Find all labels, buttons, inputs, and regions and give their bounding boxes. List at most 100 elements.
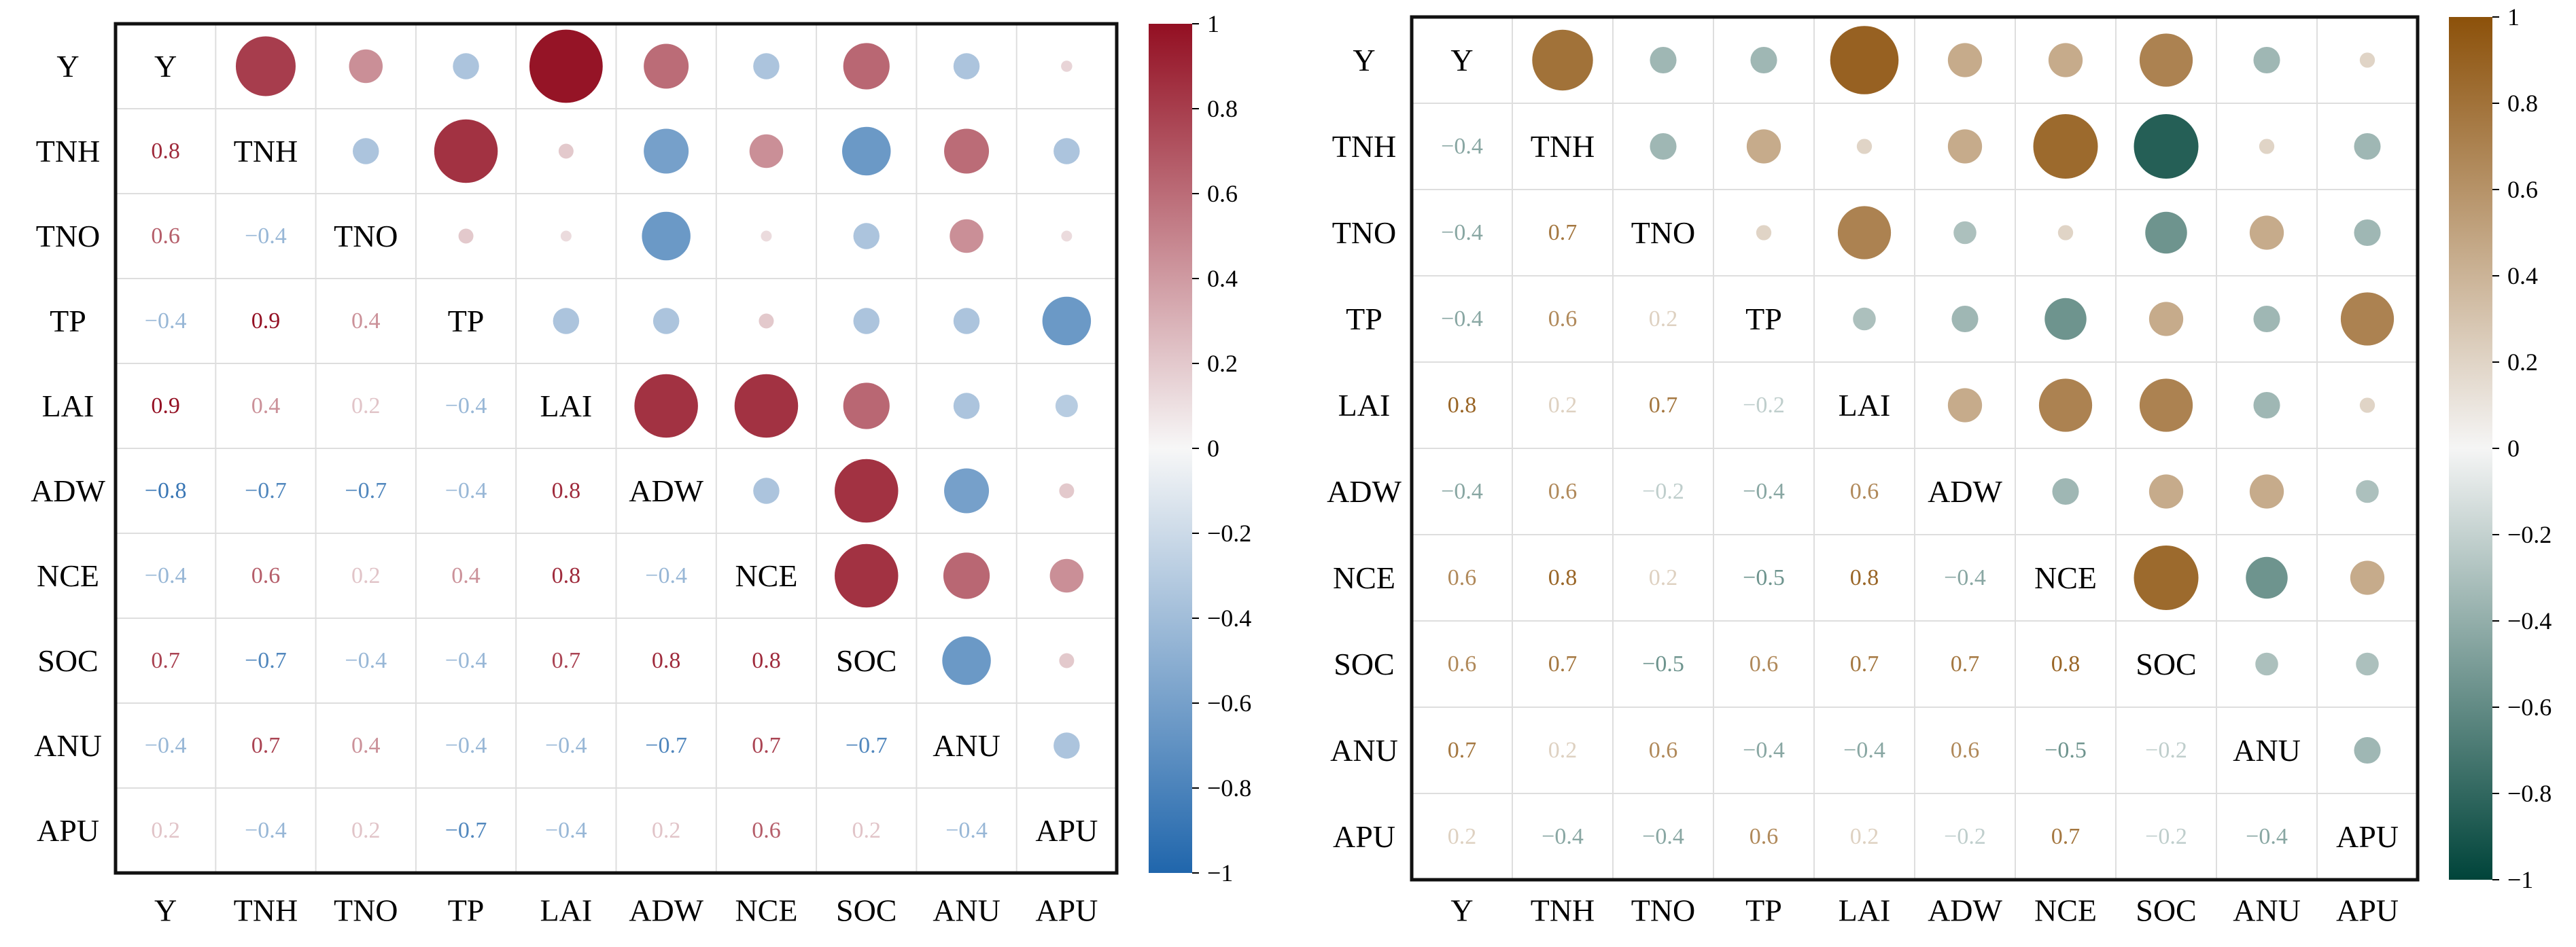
correlation-value: 0.7 [1448, 738, 1477, 763]
correlation-value: 0.2 [1548, 393, 1578, 418]
colorbar-tick-label: −1 [1207, 859, 1233, 887]
diagonal-label: TNH [1531, 129, 1595, 164]
correlation-circle [2145, 211, 2187, 254]
correlation-circle [2134, 546, 2199, 610]
correlation-circle [1947, 129, 1983, 164]
x-tick-label: NCE [2034, 893, 2097, 928]
correlation-circle [642, 211, 691, 261]
correlation-value: 0.9 [251, 308, 281, 334]
correlation-circle [2246, 556, 2288, 599]
correlation-circle [2354, 219, 2381, 247]
colorbar-tick-label: −0.8 [1207, 774, 1251, 802]
correlation-circle [753, 478, 780, 504]
correlation-value: −0.2 [2145, 738, 2187, 763]
correlation-value: 0.6 [1750, 824, 1779, 849]
correlation-value: −0.5 [1743, 565, 1785, 590]
diagonal-label: TNO [1631, 215, 1696, 250]
y-tick-label: TNH [36, 134, 101, 168]
correlation-circle [2340, 292, 2395, 346]
diagonal-label: Y [154, 49, 177, 84]
correlation-value: −0.5 [2044, 738, 2087, 763]
correlation-value: 0.2 [852, 818, 882, 843]
x-tick-label: TNO [334, 893, 398, 928]
correlation-value: 0.4 [351, 308, 381, 334]
diagonal-label: LAI [540, 389, 593, 423]
correlation-value: 0.2 [1548, 738, 1578, 763]
diagonal-label: APU [2336, 819, 2399, 854]
colorbar-tick-label: 0.2 [2507, 349, 2538, 376]
correlation-value: 0.6 [151, 224, 180, 249]
correlation-circle [2249, 474, 2284, 509]
colorbar-tick-label: −0.4 [2507, 607, 2552, 635]
correlation-value: 0.8 [552, 563, 581, 588]
correlation-value: 0.8 [1850, 565, 1879, 590]
correlation-value: −0.7 [445, 818, 487, 843]
diagonal-label: TNH [234, 134, 298, 168]
correlation-circle [759, 313, 774, 329]
colorbar-tick-label: −0.2 [1207, 520, 1251, 547]
correlation-value: −0.7 [645, 733, 687, 758]
correlation-value: −0.4 [1843, 738, 1885, 763]
x-tick-label: ADW [1928, 893, 2002, 928]
correlation-circle [1953, 221, 1977, 245]
correlation-value: −0.2 [2145, 824, 2187, 849]
correlation-value: 0.6 [1649, 738, 1678, 763]
correlation-circle [1059, 653, 1075, 668]
correlation-value: −0.7 [245, 648, 287, 673]
x-tick-label: TNH [234, 893, 298, 928]
correlation-circle [843, 43, 890, 90]
y-tick-label: SOC [37, 643, 98, 678]
y-tick-label: NCE [1333, 560, 1395, 595]
correlation-value: −0.4 [245, 818, 287, 843]
correlation-circle [953, 53, 980, 79]
correlation-value: −0.4 [1441, 134, 1483, 159]
correlation-value: 0.4 [451, 563, 481, 588]
correlation-circle [749, 134, 784, 168]
colorbar-tick-label: −1 [2507, 866, 2533, 893]
x-tick-label: NCE [735, 893, 797, 928]
colorbar-tick-label: 1 [2507, 3, 2520, 31]
correlation-circle [644, 128, 689, 174]
x-tick-label: SOC [836, 893, 897, 928]
colorbar-tick-label: 0.4 [2507, 262, 2538, 289]
colorbar [1149, 24, 1192, 873]
correlation-circle [1061, 60, 1073, 72]
x-tick-label: ANU [933, 893, 1000, 928]
correlation-circle [2148, 302, 2184, 336]
correlation-circle [353, 138, 379, 164]
diagonal-label: Y [1450, 43, 1473, 77]
correlation-circle [1532, 29, 1593, 91]
correlation-circle [853, 308, 880, 334]
colorbar-tick-label: −0.2 [2507, 521, 2552, 548]
correlation-value: −0.4 [1441, 306, 1483, 332]
correlation-circle [1055, 395, 1078, 417]
correlation-circle [1054, 138, 1080, 164]
y-tick-label: TP [1346, 302, 1382, 336]
correlation-circle [944, 128, 990, 174]
correlation-circle [761, 230, 772, 242]
correlation-value: −0.4 [445, 478, 487, 503]
correlation-circle [2249, 215, 2284, 250]
diagonal-label: NCE [735, 558, 797, 593]
correlation-value: 0.7 [1850, 651, 1879, 677]
correlation-value: 0.4 [251, 393, 281, 418]
correlation-circle [1830, 26, 1899, 94]
colorbar-tick-label: 0.8 [2507, 90, 2538, 117]
correlation-panel-right: Y −0.4 TNH −0.4 0.7 TNO −0.4 0.6 0.2 TP 0.8 0.2 0.7 −… [1327, 3, 2552, 928]
correlation-value: 0.6 [1750, 651, 1779, 677]
correlation-circle [558, 143, 574, 159]
correlation-circle [2253, 391, 2280, 419]
x-tick-label: TNO [1631, 893, 1696, 928]
y-tick-label: ADW [1327, 474, 1402, 509]
correlation-circle [2134, 114, 2199, 179]
y-tick-label: APU [37, 813, 99, 848]
correlation-circle [1947, 43, 1983, 77]
correlation-circle [2359, 52, 2375, 68]
colorbar-tick-label: −0.8 [2507, 780, 2552, 807]
correlation-circle [953, 308, 980, 334]
correlation-value: 0.6 [1951, 738, 1980, 763]
correlation-circle [2350, 560, 2385, 595]
correlation-value: −0.7 [245, 478, 287, 503]
correlation-value: −0.2 [1743, 393, 1785, 418]
y-tick-label: SOC [1334, 647, 1394, 681]
